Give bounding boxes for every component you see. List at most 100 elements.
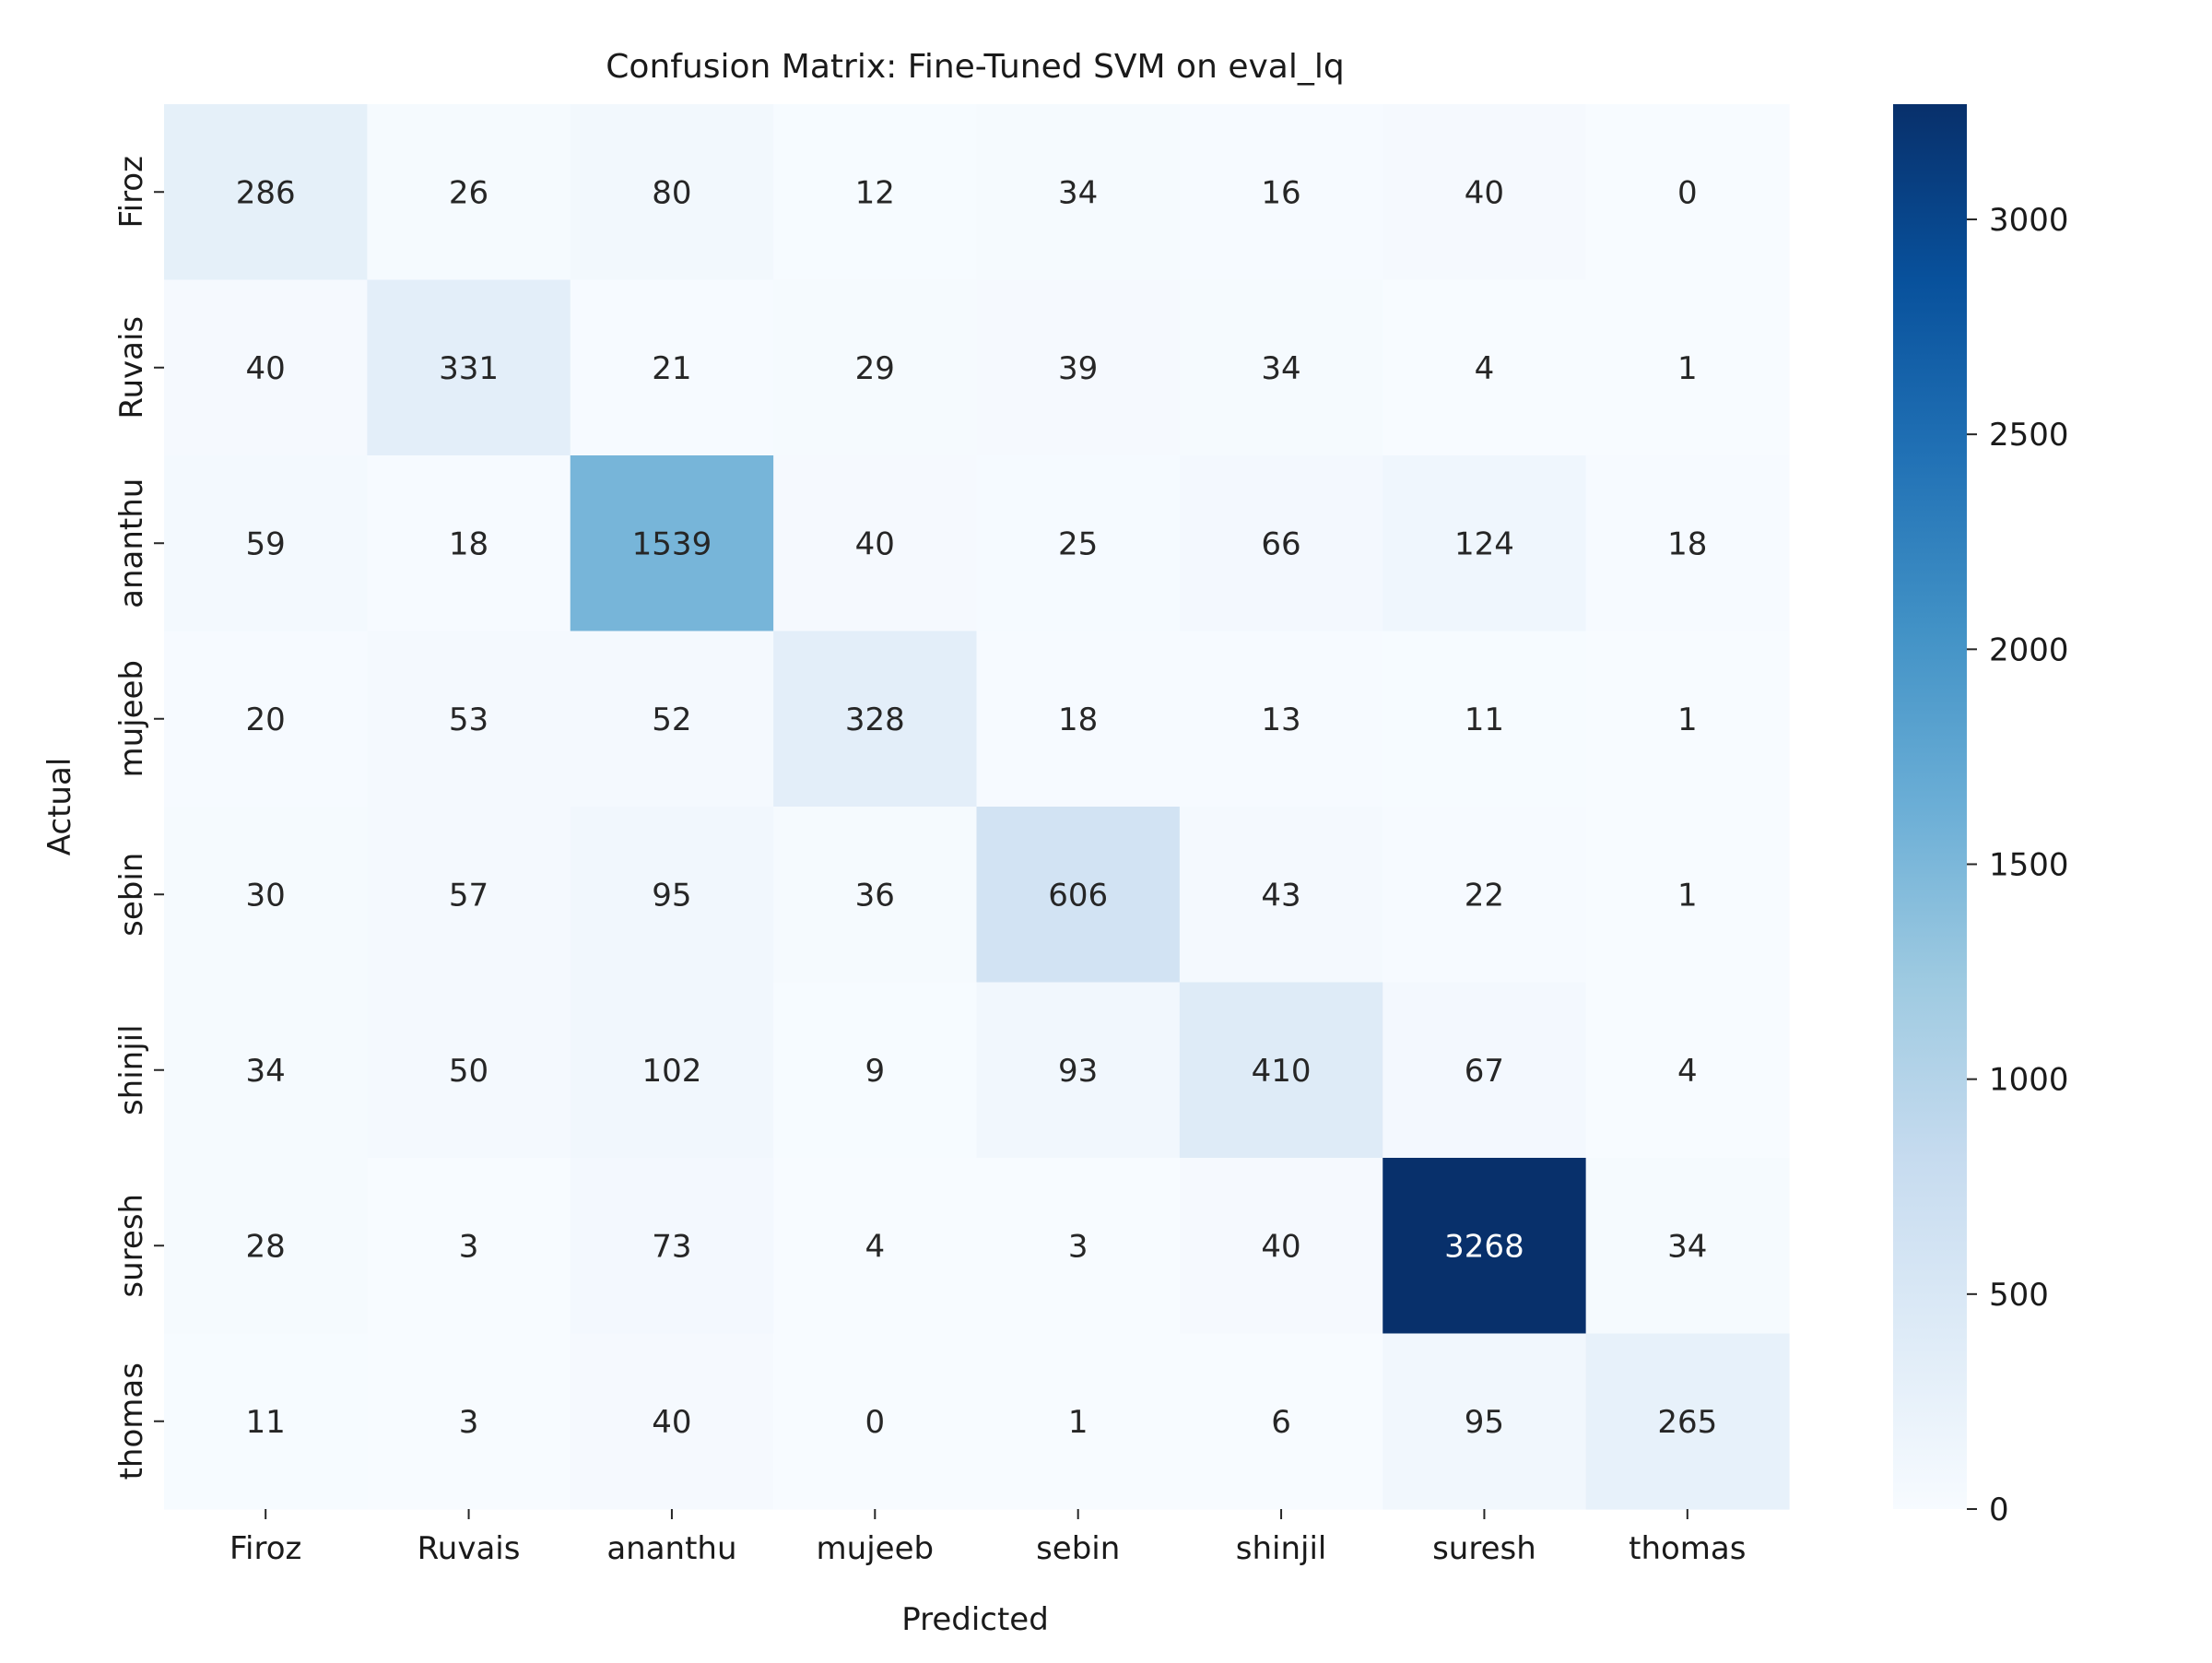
heatmap-cell <box>164 982 368 1159</box>
heatmap-cell <box>1382 807 1587 984</box>
heatmap-cell <box>1179 1333 1383 1510</box>
cell-value-label: 1 <box>1677 877 1698 914</box>
y-tick-label: mujeeb <box>113 660 150 778</box>
x-tick-label: Firoz <box>229 1530 301 1567</box>
x-tick-label: mujeeb <box>817 1530 935 1567</box>
heatmap-cell <box>976 279 1181 456</box>
heatmap-cell <box>1585 1333 1790 1510</box>
cell-value-label: 0 <box>1677 174 1698 211</box>
heatmap-cell <box>773 455 978 632</box>
heatmap-cell <box>1382 279 1587 456</box>
cell-value-label: 29 <box>855 350 895 387</box>
heatmap-cell <box>1179 455 1383 632</box>
heatmap-cell <box>1585 1158 1790 1335</box>
cell-value-label: 16 <box>1261 174 1300 211</box>
colorbar-gradient <box>1893 104 1967 1509</box>
heatmap-cell <box>367 1333 571 1510</box>
heatmap-cell <box>367 279 571 456</box>
heatmap-cell <box>1585 455 1790 632</box>
heatmap-cell <box>1179 982 1383 1159</box>
cell-value-label: 12 <box>855 174 895 211</box>
cell-value-label: 67 <box>1465 1053 1504 1090</box>
colorbar-tick-label: 1000 <box>1989 1062 2069 1099</box>
y-tick-label: Ruvais <box>113 316 150 419</box>
x-tick-label: sebin <box>1036 1530 1120 1567</box>
cell-value-label: 40 <box>855 525 895 562</box>
heatmap-cell <box>367 104 571 281</box>
y-tick-label: ananthu <box>113 478 150 608</box>
colorbar-tick-label: 1500 <box>1989 846 2069 883</box>
cell-value-label: 265 <box>1657 1404 1717 1441</box>
cell-value-label: 4 <box>865 1228 885 1265</box>
x-axis-label: Predicted <box>901 1601 1049 1638</box>
cell-value-label: 52 <box>652 702 691 738</box>
heatmap-cell <box>164 807 368 984</box>
heatmap-cell <box>773 1158 978 1335</box>
heatmap-cell <box>1585 279 1790 456</box>
cell-value-label: 18 <box>1667 525 1707 562</box>
heatmap-cell <box>570 1158 774 1335</box>
heatmap-cell <box>164 279 368 456</box>
cell-value-label: 34 <box>1667 1228 1707 1265</box>
cell-value-label: 34 <box>246 1053 286 1090</box>
cell-value-label: 286 <box>236 174 296 211</box>
heatmap-cell <box>1382 631 1587 808</box>
heatmap-cell <box>1179 104 1383 281</box>
cell-value-label: 28 <box>246 1228 286 1265</box>
cell-value-label: 40 <box>1261 1228 1300 1265</box>
heatmap-cell <box>570 1333 774 1510</box>
cell-value-label: 53 <box>449 702 488 738</box>
heatmap-cell <box>1382 982 1587 1159</box>
cell-value-label: 6 <box>1271 1404 1291 1441</box>
heatmap-cell <box>773 631 978 808</box>
y-tick-label: Firoz <box>113 156 150 228</box>
heatmap-cell <box>976 631 1181 808</box>
cell-value-label: 95 <box>652 877 691 914</box>
cell-value-label: 11 <box>246 1404 286 1441</box>
heatmap-cell <box>1179 807 1383 984</box>
colorbar-tick-label: 500 <box>1989 1277 2049 1314</box>
heatmap-cell <box>570 279 774 456</box>
cell-value-label: 1 <box>1068 1404 1088 1441</box>
cell-value-label: 1539 <box>632 525 712 562</box>
colorbar-tick-label: 2500 <box>1989 417 2069 454</box>
x-tick-label: suresh <box>1432 1530 1536 1567</box>
cell-value-label: 95 <box>1465 1404 1504 1441</box>
cell-value-label: 3 <box>1068 1228 1088 1265</box>
heatmap-cell <box>367 982 571 1159</box>
x-tick-label: ananthu <box>606 1530 736 1567</box>
cell-value-label: 73 <box>652 1228 691 1265</box>
y-tick-label: sebin <box>113 853 150 937</box>
cell-value-label: 43 <box>1261 877 1300 914</box>
heatmap-cell <box>1382 1158 1587 1335</box>
y-axis-label: Actual <box>41 758 78 856</box>
cell-value-label: 22 <box>1465 877 1504 914</box>
heatmap-cell <box>164 455 368 632</box>
heatmap-cell <box>773 982 978 1159</box>
heatmap-cell <box>367 455 571 632</box>
cell-value-label: 57 <box>449 877 488 914</box>
cell-value-label: 34 <box>1261 350 1300 387</box>
cell-value-label: 40 <box>652 1404 691 1441</box>
cell-value-label: 102 <box>641 1053 701 1090</box>
cell-value-label: 410 <box>1252 1053 1312 1090</box>
heatmap-cell <box>976 1158 1181 1335</box>
cell-value-label: 11 <box>1465 702 1504 738</box>
colorbar-tick-label: 3000 <box>1989 202 2069 239</box>
cell-value-label: 328 <box>845 702 905 738</box>
heatmap-cell <box>976 807 1181 984</box>
cell-value-label: 1 <box>1677 350 1698 387</box>
cell-value-label: 93 <box>1058 1053 1098 1090</box>
y-tick-label: suresh <box>113 1194 150 1298</box>
colorbar-tick-label: 2000 <box>1989 631 2069 668</box>
heatmap-cell <box>1382 455 1587 632</box>
heatmap-cell <box>1382 104 1587 281</box>
cell-value-label: 40 <box>246 350 286 387</box>
x-axis: Firoz Ruvais ananthu mujeeb sebin shinjil sure… <box>229 1509 1746 1567</box>
colorbar: 0 500 1000 1500 2000 2500 3000 <box>1893 104 2069 1528</box>
x-tick-label: Ruvais <box>418 1530 521 1567</box>
heatmap-cell <box>976 455 1181 632</box>
heatmap-cell <box>976 982 1181 1159</box>
x-tick-label: thomas <box>1629 1530 1746 1567</box>
